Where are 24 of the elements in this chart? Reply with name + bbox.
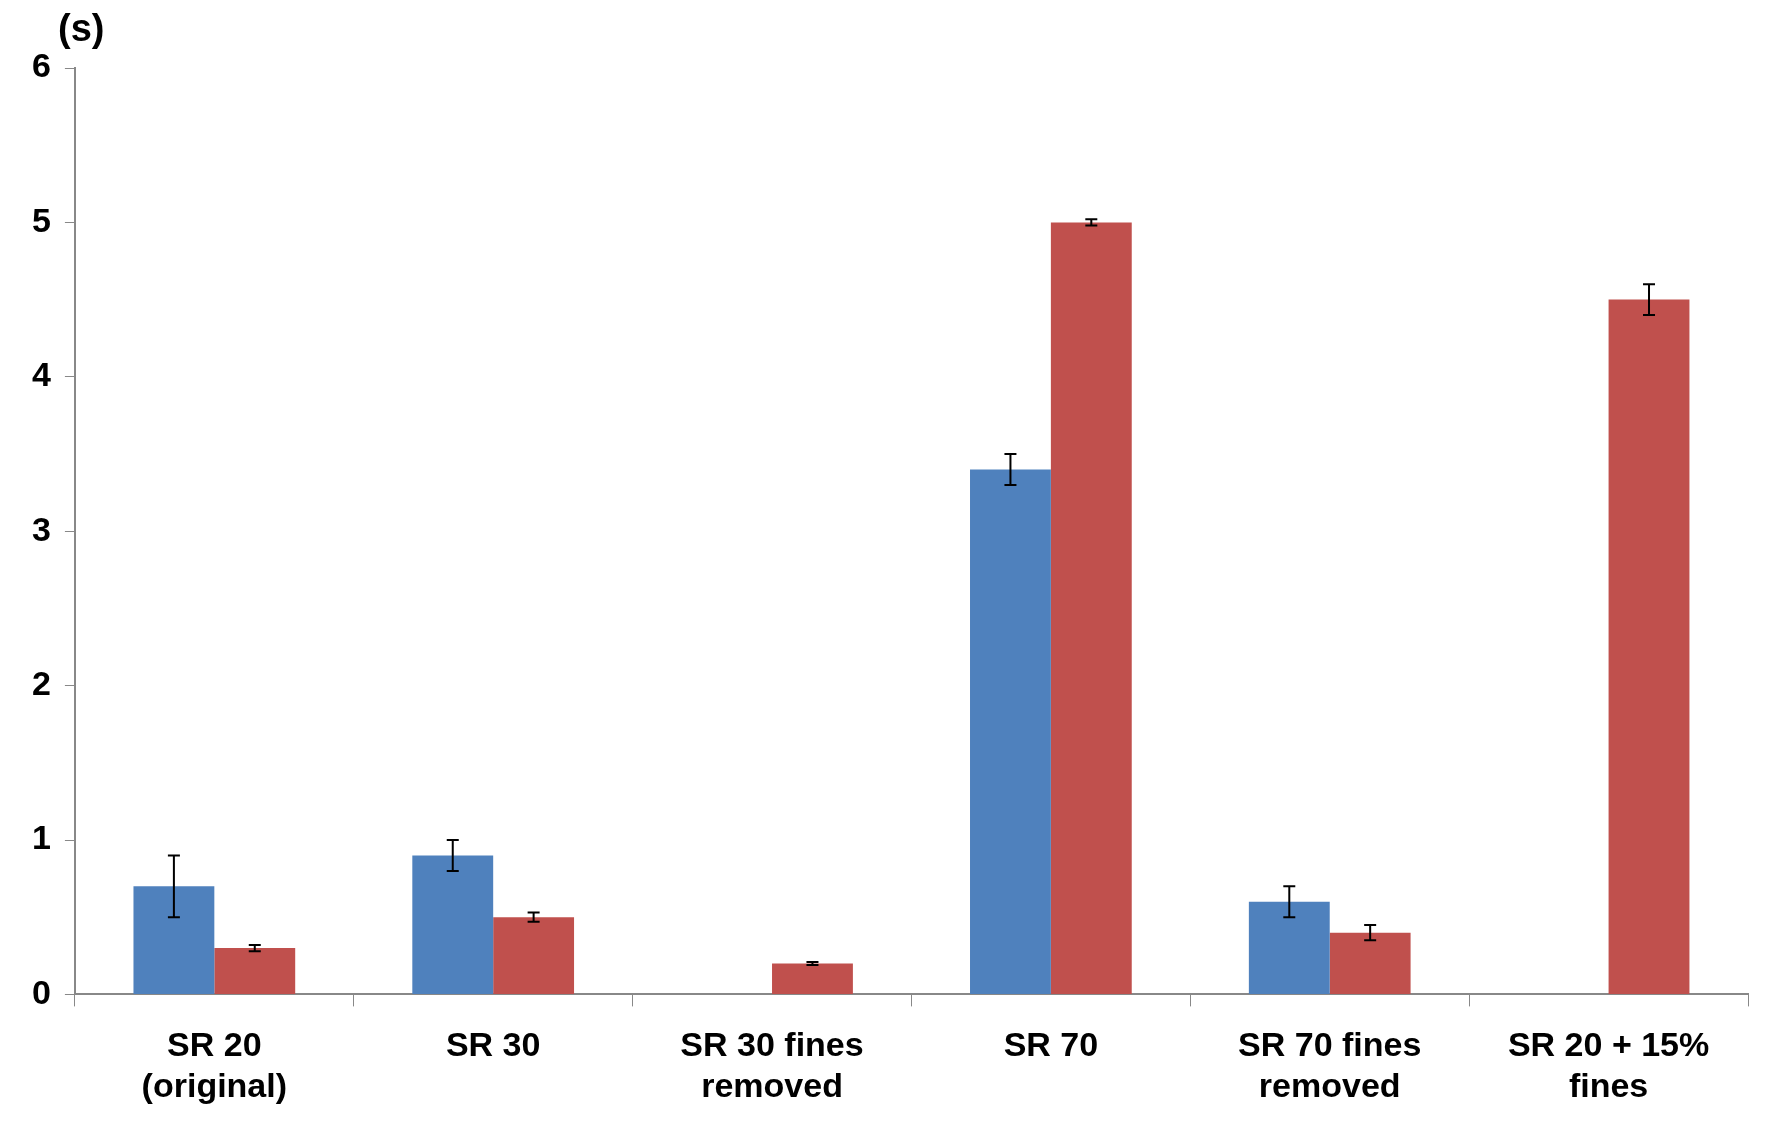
x-tick-label: SR 70 [1003, 1025, 1099, 1064]
bar [1050, 222, 1132, 994]
x-tick-label: SR 20 + 15% fines [1507, 1025, 1710, 1104]
y-tick-label: 0 [31, 972, 51, 1011]
y-tick-label: 5 [31, 200, 51, 239]
y-tick-label: 2 [31, 663, 51, 702]
bar [772, 963, 853, 994]
y-tick-label: 4 [31, 355, 51, 394]
bar [1248, 901, 1330, 994]
bar [1329, 932, 1411, 994]
bar [412, 855, 494, 994]
x-tick-label: SR 70 fines removed [1238, 1025, 1422, 1104]
bar [1608, 299, 1690, 994]
bar [493, 917, 575, 994]
x-tick-label: SR 30 fines removed [680, 1025, 864, 1104]
bar [214, 948, 296, 994]
bar [970, 469, 1051, 994]
y-tick-label: 1 [31, 818, 51, 857]
x-tick-label: SR 30 [445, 1025, 541, 1064]
bar [133, 886, 215, 994]
x-tick-label: SR 20 (original) [141, 1025, 288, 1104]
y-tick-label: 3 [31, 509, 51, 548]
y-axis-title: (s) [58, 7, 105, 50]
y-tick-label: 6 [31, 46, 51, 85]
